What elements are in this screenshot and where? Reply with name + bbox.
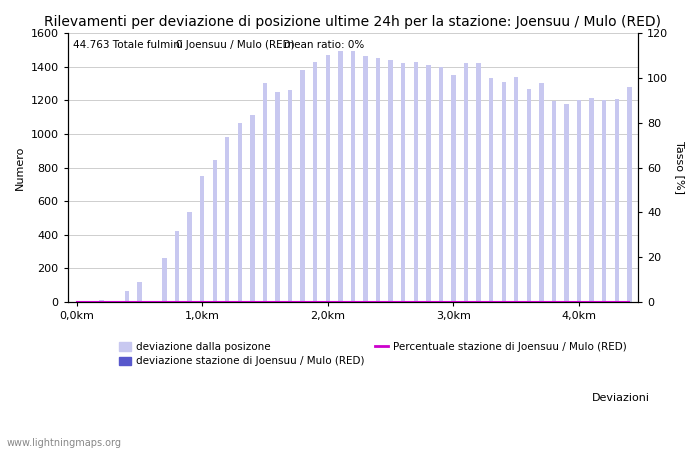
Bar [99,300,104,302]
Bar [514,76,519,302]
Bar [363,57,368,302]
Bar [313,62,317,302]
Bar [250,115,255,302]
Bar [188,212,192,302]
Bar [125,291,129,302]
Bar [225,137,230,302]
Bar [627,87,631,302]
Bar [162,257,167,302]
Y-axis label: Tasso [%]: Tasso [%] [675,141,685,194]
Bar [275,92,280,302]
Bar [477,63,481,302]
Bar [564,104,569,302]
Text: 0 Joensuu / Mulo (RED): 0 Joensuu / Mulo (RED) [176,40,295,50]
Legend: deviazione dalla posizone, deviazione stazione di Joensuu / Mulo (RED), Percentu: deviazione dalla posizone, deviazione st… [118,342,626,366]
Bar [338,51,342,302]
Bar [439,68,443,302]
Bar [200,176,204,302]
Bar [501,82,506,302]
Bar [262,83,267,302]
Bar [300,70,305,302]
Bar [602,100,606,302]
Y-axis label: Numero: Numero [15,145,25,190]
Bar [464,63,468,302]
Bar [376,58,380,302]
Bar [489,78,493,302]
Title: Rilevamenti per deviazione di posizione ultime 24h per la stazione: Joensuu / Mu: Rilevamenti per deviazione di posizione … [44,15,662,29]
Bar [238,123,242,302]
Bar [137,282,141,302]
Bar [213,160,217,302]
Bar [552,101,556,302]
Text: 44.763 Totale fulmini: 44.763 Totale fulmini [74,40,183,50]
Bar [175,231,179,302]
Bar [401,63,405,302]
Bar [351,50,355,302]
Bar [414,62,418,302]
Bar [288,90,293,302]
Bar [389,60,393,302]
Bar [577,100,581,302]
Bar [539,83,544,302]
Bar [452,75,456,302]
Bar [589,98,594,302]
Bar [426,65,430,302]
Bar [326,55,330,302]
Text: Deviazioni: Deviazioni [592,393,650,403]
Bar [526,89,531,302]
Text: www.lightningmaps.org: www.lightningmaps.org [7,438,122,448]
Text: mean ratio: 0%: mean ratio: 0% [284,40,365,50]
Bar [615,99,619,302]
